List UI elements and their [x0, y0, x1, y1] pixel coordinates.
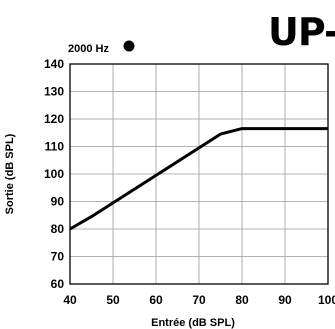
- y-tick-label: 120: [44, 112, 64, 126]
- legend: 2000 Hz: [68, 40, 135, 55]
- y-axis-label: Sortie (dB SPL): [4, 133, 16, 214]
- x-tick-label: 50: [106, 293, 120, 307]
- y-tick-label: 100: [44, 167, 64, 181]
- x-tick-label: 40: [63, 293, 77, 307]
- x-tick-label: 90: [278, 293, 292, 307]
- x-axis-ticks: 40 50 60 70 80 90 100: [63, 293, 335, 307]
- x-tick-label: 80: [235, 293, 249, 307]
- y-axis-ticks: 60 70 80 90 100 110 120 130 140: [44, 57, 64, 291]
- legend-marker-icon: [123, 40, 135, 52]
- y-tick-label: 60: [51, 277, 65, 291]
- plot-frame: [69, 63, 329, 285]
- banner-title: UP-: [268, 10, 335, 54]
- y-tick-label: 140: [44, 57, 64, 71]
- x-axis-label: Entrée (dB SPL): [151, 317, 235, 329]
- y-tick-label: 110: [45, 140, 65, 154]
- y-tick-label: 80: [51, 222, 65, 236]
- x-tick-label: 100: [318, 293, 335, 307]
- grid: [69, 63, 329, 285]
- series-line-2000hz: [69, 127, 328, 231]
- x-tick-label: 60: [149, 293, 163, 307]
- x-tick-label: 70: [192, 293, 206, 307]
- y-tick-label: 70: [51, 250, 65, 264]
- y-tick-label: 130: [44, 85, 64, 99]
- y-tick-label: 90: [51, 195, 65, 209]
- legend-label: 2000 Hz: [68, 43, 109, 55]
